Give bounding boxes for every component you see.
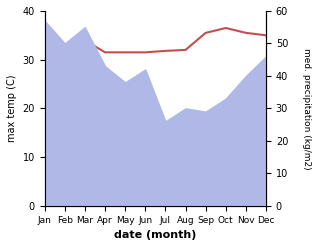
Y-axis label: med. precipitation (kg/m2): med. precipitation (kg/m2)	[302, 48, 311, 169]
Y-axis label: max temp (C): max temp (C)	[7, 75, 17, 142]
X-axis label: date (month): date (month)	[114, 230, 197, 240]
